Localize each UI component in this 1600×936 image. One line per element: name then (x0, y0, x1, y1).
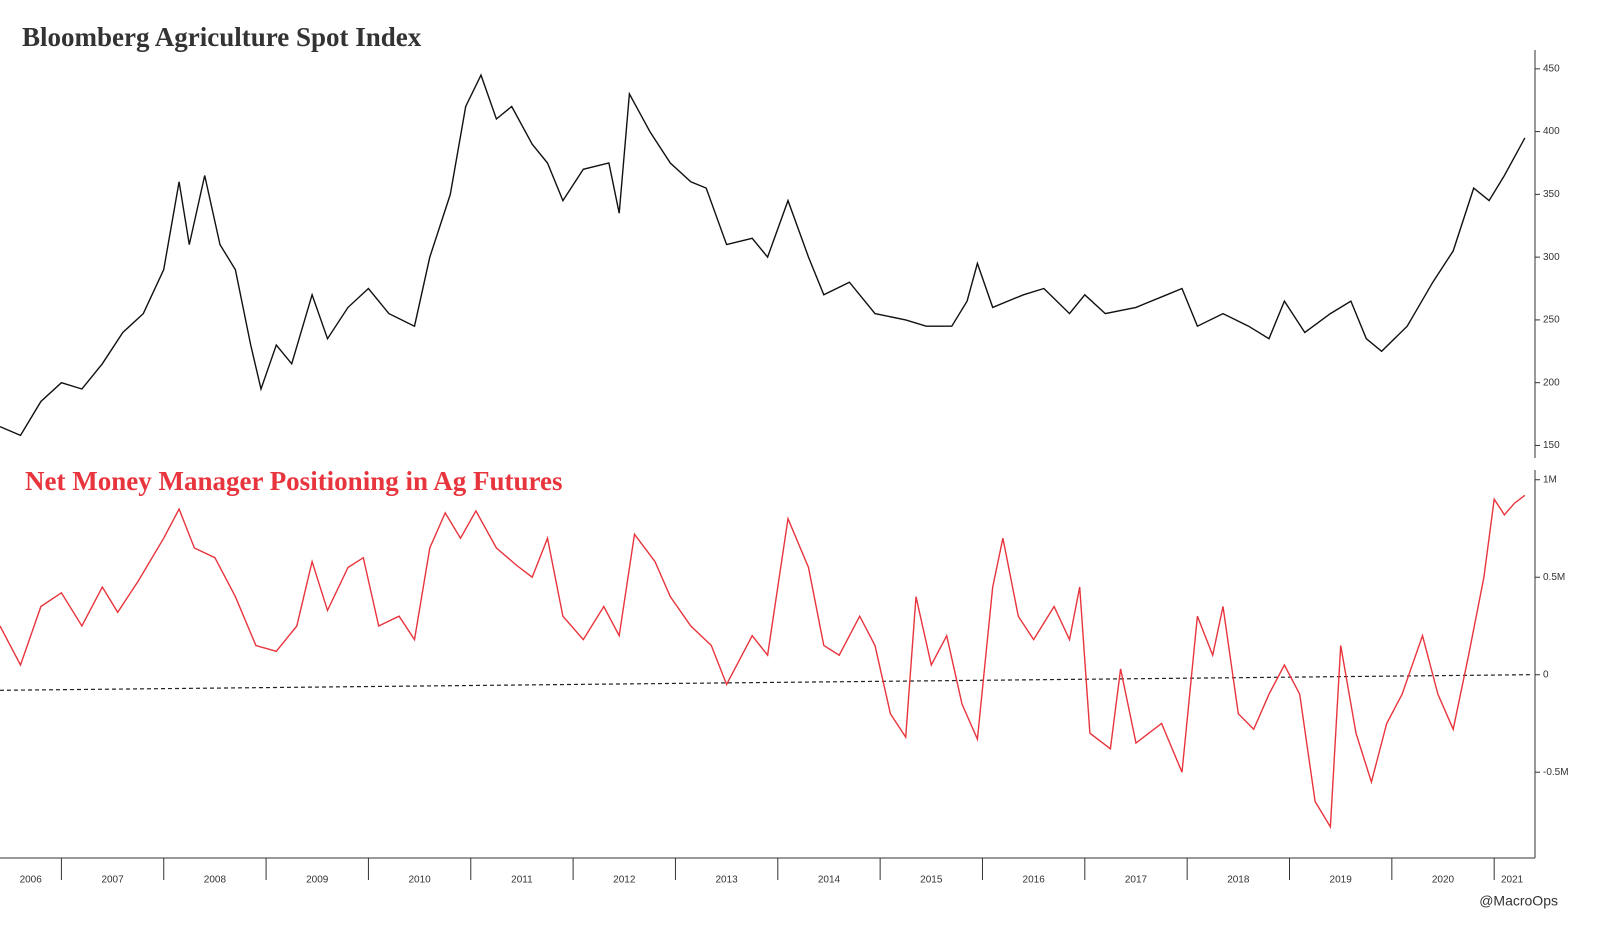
y-tick-label: 400 (1543, 126, 1560, 137)
y-tick-label: 1M (1543, 474, 1557, 485)
source: @MacroOps (1479, 893, 1558, 909)
y-tick-label: -0.5M (1543, 767, 1569, 778)
x-tick-label: 2012 (613, 875, 636, 886)
series-line (0, 73, 1526, 437)
x-tick-label: 2011 (511, 875, 533, 886)
x-tick-label: 2019 (1330, 875, 1353, 886)
panel-title: Net Money Manager Positioning in Ag Futu… (25, 466, 563, 496)
panel-title: Bloomberg Agriculture Spot Index (22, 22, 422, 52)
y-tick-label: 0.5M (1543, 572, 1565, 583)
x-tick-label: 2008 (204, 875, 227, 886)
x-tick-label: 2006 (20, 875, 43, 886)
y-tick-label: 350 (1543, 189, 1560, 200)
x-tick-label: 2009 (306, 875, 329, 886)
x-tick-label: 2014 (818, 875, 841, 886)
x-tick-label: 2015 (920, 875, 943, 886)
y-tick-label: 150 (1543, 440, 1560, 451)
series-line (0, 494, 1526, 830)
trend-line (0, 674, 1531, 691)
y-tick-label: 250 (1543, 315, 1560, 326)
x-tick-label: 2021 (1501, 875, 1524, 886)
x-tick-label: 2018 (1227, 875, 1250, 886)
x-tick-label: 2017 (1125, 875, 1148, 886)
y-tick-label: 0 (1543, 669, 1549, 680)
y-tick-label: 300 (1543, 252, 1560, 263)
x-tick-label: 2016 (1023, 875, 1046, 886)
x-tick-label: 2013 (715, 875, 738, 886)
x-tick-label: 2020 (1432, 875, 1455, 886)
x-tick-label: 2007 (101, 875, 124, 886)
y-tick-label: 200 (1543, 377, 1560, 388)
x-tick-label: 2010 (408, 875, 431, 886)
y-tick-label: 450 (1543, 63, 1560, 74)
